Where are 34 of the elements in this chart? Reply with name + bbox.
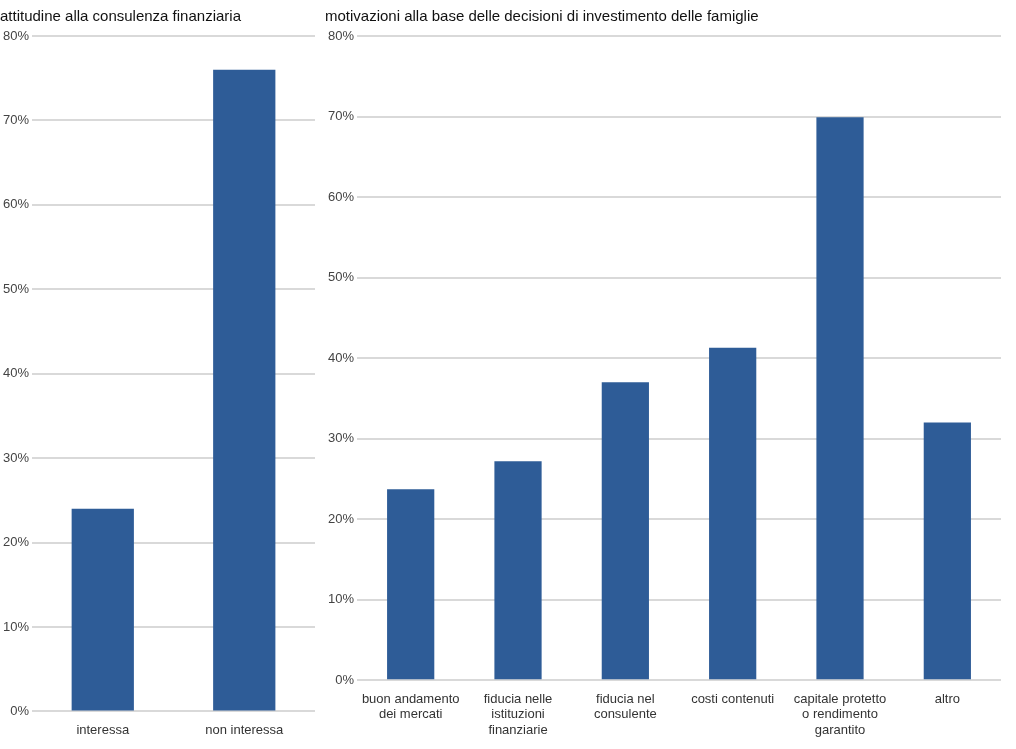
y-tick-label: 80%	[2, 27, 30, 43]
y-tick-label: 0%	[335, 671, 355, 687]
y-tick-label: 10%	[2, 618, 30, 634]
y-tick-label: 70%	[2, 112, 30, 127]
chart-title: motivazioni alla base delle decisioni di investimento delle famiglie	[325, 7, 759, 25]
bar	[923, 422, 971, 680]
y-tick-label: 50%	[2, 280, 30, 296]
x-tick-label: fiducia nelle istituzioni finanziarie	[483, 690, 553, 737]
x-tick-label: non interessa	[205, 721, 285, 737]
y-tick-label: 60%	[327, 188, 355, 204]
y-tick-label: 20%	[2, 534, 30, 550]
bar	[601, 382, 649, 680]
x-tick-label: costi contenuti	[691, 690, 775, 706]
y-tick-label: 80%	[327, 27, 355, 43]
bar	[387, 489, 435, 680]
y-tick-label: 50%	[327, 269, 355, 285]
x-tick-label: interessa	[76, 721, 130, 737]
bar	[709, 347, 757, 680]
y-tick-label: 40%	[327, 349, 355, 365]
x-tick-label: altro	[934, 690, 960, 706]
y-tick-label: 70%	[327, 108, 355, 124]
y-tick-label: 30%	[327, 430, 355, 446]
bar	[816, 117, 864, 680]
x-tick-label: capitale protetto o rendimento garantito	[793, 690, 887, 737]
bar	[494, 461, 542, 680]
y-tick-label: 20%	[327, 510, 355, 526]
y-tick-label: 0%	[10, 702, 30, 718]
chart-title: attitudine alla consulenza finanziaria	[0, 7, 242, 25]
y-tick-label: 10%	[327, 591, 355, 607]
x-tick-label: fiducia nel consulente	[593, 690, 657, 722]
y-tick-label: 60%	[2, 196, 30, 212]
y-tick-label: 40%	[2, 365, 30, 381]
y-tick-label: 30%	[2, 449, 30, 465]
x-tick-label: buon andamento dei mercati	[361, 690, 460, 722]
